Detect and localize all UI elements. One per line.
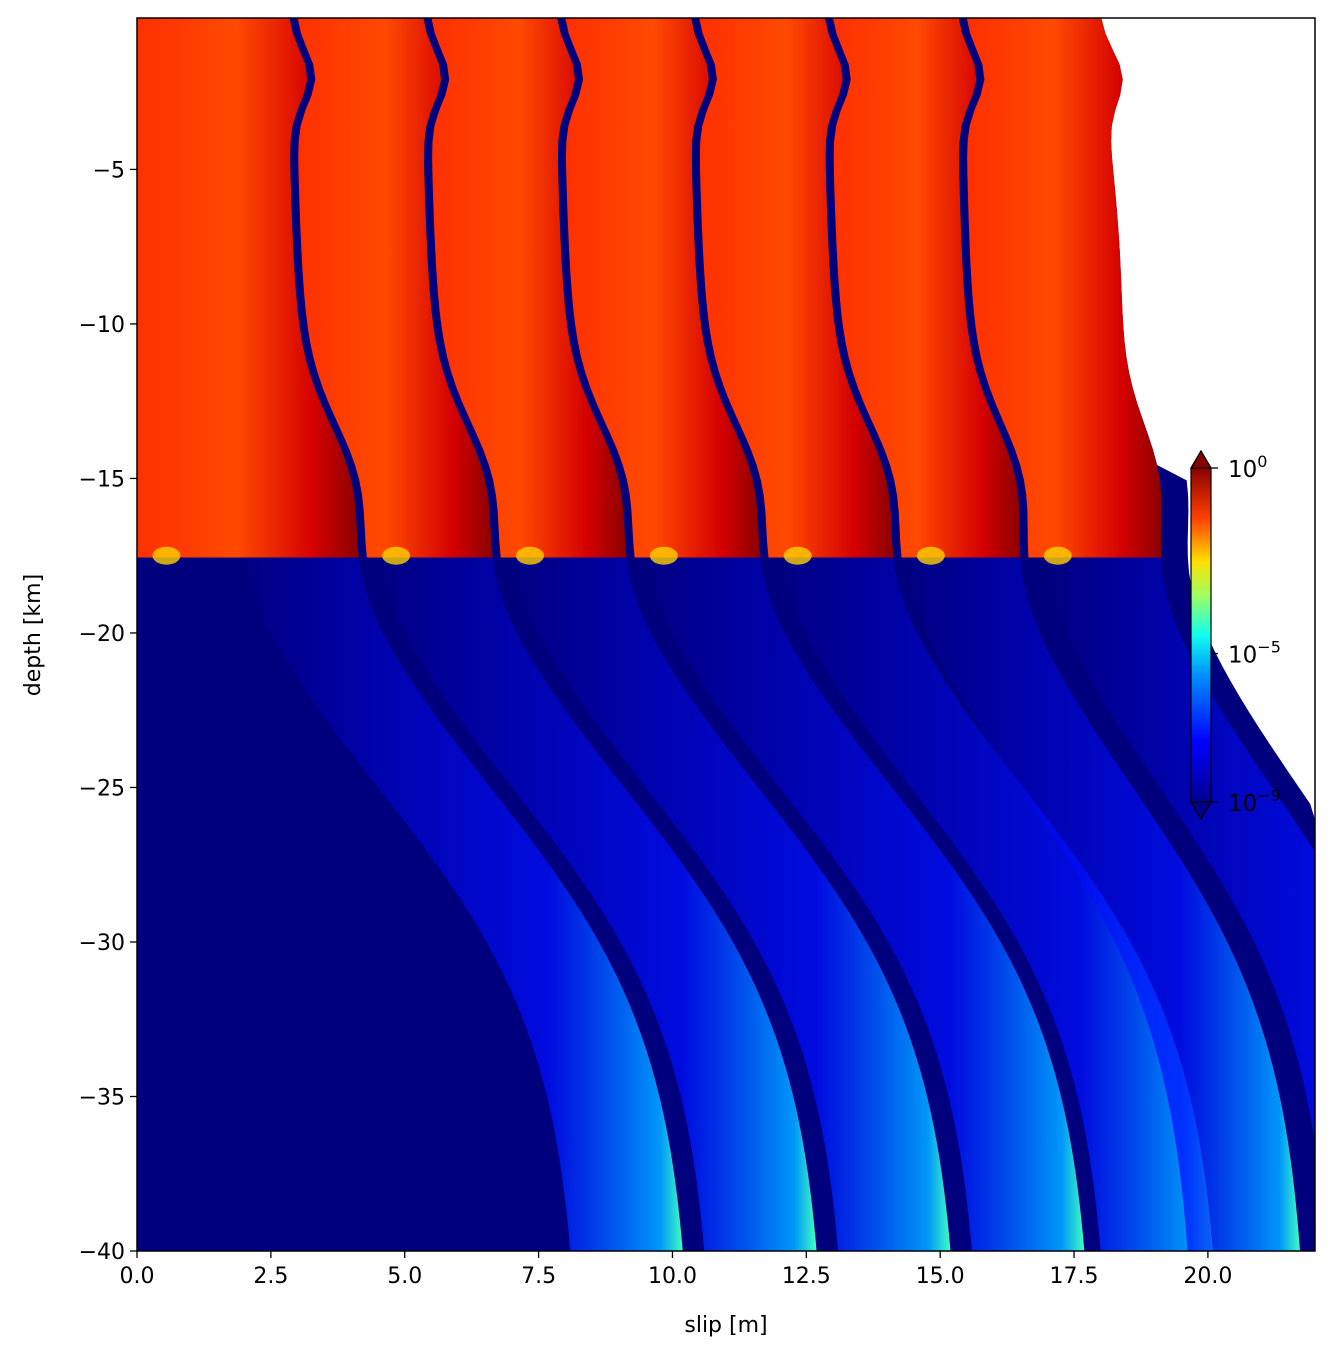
y-tick-label: −40 xyxy=(79,1240,125,1265)
heatmap xyxy=(137,18,1315,1251)
rupture-tip xyxy=(916,546,945,565)
postseismic-band xyxy=(636,464,1085,1251)
x-tick-label: 2.5 xyxy=(253,1264,288,1289)
y-tick-label: −20 xyxy=(79,622,125,647)
coseismic-slip-patch xyxy=(565,18,761,558)
x-tick-label: 5.0 xyxy=(387,1264,422,1289)
x-tick-label: 20.0 xyxy=(1183,1264,1232,1289)
coseismic-slip-patch xyxy=(699,18,894,558)
colorbar-ticks: 100 10−5 10−9 xyxy=(1211,452,1281,817)
postseismic-band xyxy=(769,464,1213,1251)
plot-area xyxy=(136,17,1316,1252)
colorbar-gradient xyxy=(1191,468,1211,802)
colorbar-tick-label: 100 xyxy=(1228,452,1267,483)
y-tick-label: −35 xyxy=(79,1085,125,1110)
y-tick-label: −10 xyxy=(79,313,125,338)
postseismic-band xyxy=(502,464,951,1251)
x-tick-label: 12.5 xyxy=(782,1264,831,1289)
coseismic-slip-patch xyxy=(833,18,1021,558)
coseismic-slip-patch xyxy=(137,18,359,558)
plot-frame xyxy=(136,17,1316,1252)
x-axis: 0.0 2.5 5.0 7.5 10.0 12.5 15.0 17.5 20.0 xyxy=(120,1251,1232,1289)
colorbar-tick-label: 10−9 xyxy=(1228,786,1281,817)
x-tick-label: 7.5 xyxy=(521,1264,556,1289)
rupture-tip xyxy=(382,546,411,565)
y-tick-label: −15 xyxy=(79,467,125,492)
x-tick-label: 0.0 xyxy=(120,1264,155,1289)
y-axis-label: depth [km] xyxy=(21,574,46,696)
rupture-tip xyxy=(1043,546,1072,565)
y-tick-label: −25 xyxy=(79,776,125,801)
rupture-tip xyxy=(515,546,544,565)
postseismic-band xyxy=(899,464,1300,1251)
x-tick-label: 15.0 xyxy=(916,1264,965,1289)
y-tick-label: −30 xyxy=(79,931,125,956)
x-tick-label: 10.0 xyxy=(648,1264,697,1289)
postseismic-band xyxy=(1044,464,1315,1144)
rupture-tip xyxy=(152,546,181,565)
rupture-tip xyxy=(649,546,678,565)
coseismic-slip-patch xyxy=(431,18,627,558)
x-tick-label: 17.5 xyxy=(1050,1264,1099,1289)
coseismic-slip-patch xyxy=(297,18,493,558)
y-axis: −5 −10 −15 −20 −25 −30 −35 −40 xyxy=(79,158,137,1265)
postseismic-band xyxy=(234,464,683,1251)
coseismic-slip-patch xyxy=(966,18,1162,558)
postseismic-band xyxy=(368,464,817,1251)
colorbar-tick-label: 10−5 xyxy=(1228,638,1281,669)
y-tick-label: −5 xyxy=(93,158,125,183)
rupture-tip xyxy=(783,546,812,565)
colorbar: 100 10−5 10−9 xyxy=(1189,449,1281,821)
x-axis-label: slip [m] xyxy=(684,1313,767,1338)
